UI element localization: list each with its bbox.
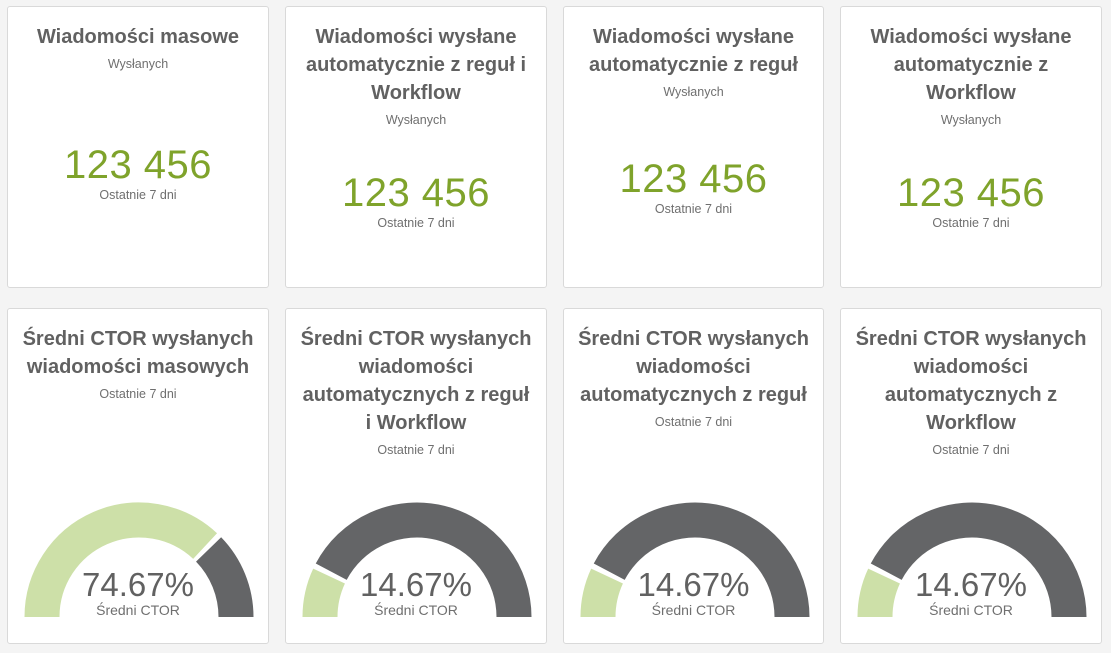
card-title: Średni CTOR wysłanych wiadomości masowyc… (22, 328, 254, 378)
ctor-gauge (580, 502, 810, 617)
card-ctor-auto-rules-workflow: Średni CTOR wysłanych wiadomości automat… (285, 308, 547, 644)
card-header: Średni CTOR wysłanych wiadomości masowyc… (8, 325, 268, 403)
card-ctor-auto-workflow: Średni CTOR wysłanych wiadomości automat… (840, 308, 1102, 644)
card-title: Wiadomości wysłane automatycznie z reguł… (305, 26, 527, 104)
card-title: Średni CTOR wysłanych wiadomości automat… (578, 328, 809, 406)
gauge-track (870, 502, 1087, 617)
metric-value: 123 456 (63, 143, 213, 187)
card-subtitle: Wysłanych (107, 57, 169, 71)
card-subtitle: Ostatnie 7 dni (377, 443, 455, 457)
metric-block: 123 456 Ostatnie 7 dni (564, 157, 823, 216)
metric-block: 123 456 Ostatnie 7 dni (286, 171, 546, 230)
card-header: Wiadomości wysłane automatycznie z reguł… (564, 23, 823, 101)
card-auto-rules: Wiadomości wysłane automatycznie z reguł… (563, 6, 824, 288)
metric-period: Ostatnie 7 dni (932, 216, 1010, 230)
card-ctor-auto-rules: Średni CTOR wysłanych wiadomości automat… (563, 308, 824, 644)
gauge-fill (580, 568, 624, 617)
gauge-fill (24, 502, 218, 617)
card-subtitle: Wysłanych (663, 85, 724, 99)
card-mass-messages: Wiadomości masowe Wysłanych 123 456 Osta… (7, 6, 269, 288)
card-header: Średni CTOR wysłanych wiadomości automat… (286, 325, 546, 459)
metric-value: 123 456 (341, 171, 491, 215)
ctor-gauge (857, 502, 1087, 617)
metric-value: 123 456 (896, 171, 1046, 215)
gauge-percent: 14.67% (360, 566, 472, 603)
ctor-gauge (302, 502, 532, 617)
gauge-label: Średni CTOR (374, 602, 458, 618)
metric-period: Ostatnie 7 dni (99, 188, 177, 202)
card-title: Wiadomości masowe (36, 26, 240, 48)
card-auto-workflow: Wiadomości wysłane automatycznie z Workf… (840, 6, 1102, 288)
gauge-percent: 14.67% (915, 566, 1027, 603)
card-title: Wiadomości wysłane automatycznie z Workf… (870, 26, 1072, 104)
gauge-label: Średni CTOR (651, 602, 736, 618)
metric-period: Ostatnie 7 dni (654, 202, 733, 216)
card-header: Wiadomości masowe Wysłanych (8, 23, 268, 73)
gauge-label: Średni CTOR (929, 602, 1013, 618)
ctor-gauge (24, 502, 254, 617)
card-subtitle: Wysłanych (940, 113, 1002, 127)
card-header: Średni CTOR wysłanych wiadomości automat… (841, 325, 1101, 459)
metric-block: 123 456 Ostatnie 7 dni (8, 143, 268, 202)
gauge-fill (302, 568, 346, 617)
card-title: Wiadomości wysłane automatycznie z reguł (589, 26, 798, 76)
card-subtitle: Ostatnie 7 dni (654, 415, 733, 429)
card-subtitle: Ostatnie 7 dni (932, 443, 1010, 457)
gauge-percent: 14.67% (637, 566, 750, 603)
metric-value: 123 456 (619, 157, 768, 201)
card-header: Wiadomości wysłane automatycznie z reguł… (286, 23, 546, 129)
card-header: Średni CTOR wysłanych wiadomości automat… (564, 325, 823, 431)
card-subtitle: Wysłanych (385, 113, 447, 127)
card-title: Średni CTOR wysłanych wiadomości automat… (300, 328, 532, 434)
card-subtitle: Ostatnie 7 dni (99, 387, 177, 401)
gauge-track (593, 502, 810, 617)
gauge-track (195, 537, 254, 617)
gauge-track (315, 502, 532, 617)
metric-block: 123 456 Ostatnie 7 dni (841, 171, 1101, 230)
gauge-fill (857, 568, 901, 617)
card-auto-rules-workflow: Wiadomości wysłane automatycznie z reguł… (285, 6, 547, 288)
gauge-label: Średni CTOR (96, 602, 180, 618)
gauge-percent: 74.67% (82, 566, 194, 603)
metric-period: Ostatnie 7 dni (377, 216, 455, 230)
card-ctor-mass: Średni CTOR wysłanych wiadomości masowyc… (7, 308, 269, 644)
card-title: Średni CTOR wysłanych wiadomości automat… (855, 328, 1087, 434)
card-header: Wiadomości wysłane automatycznie z Workf… (841, 23, 1101, 129)
